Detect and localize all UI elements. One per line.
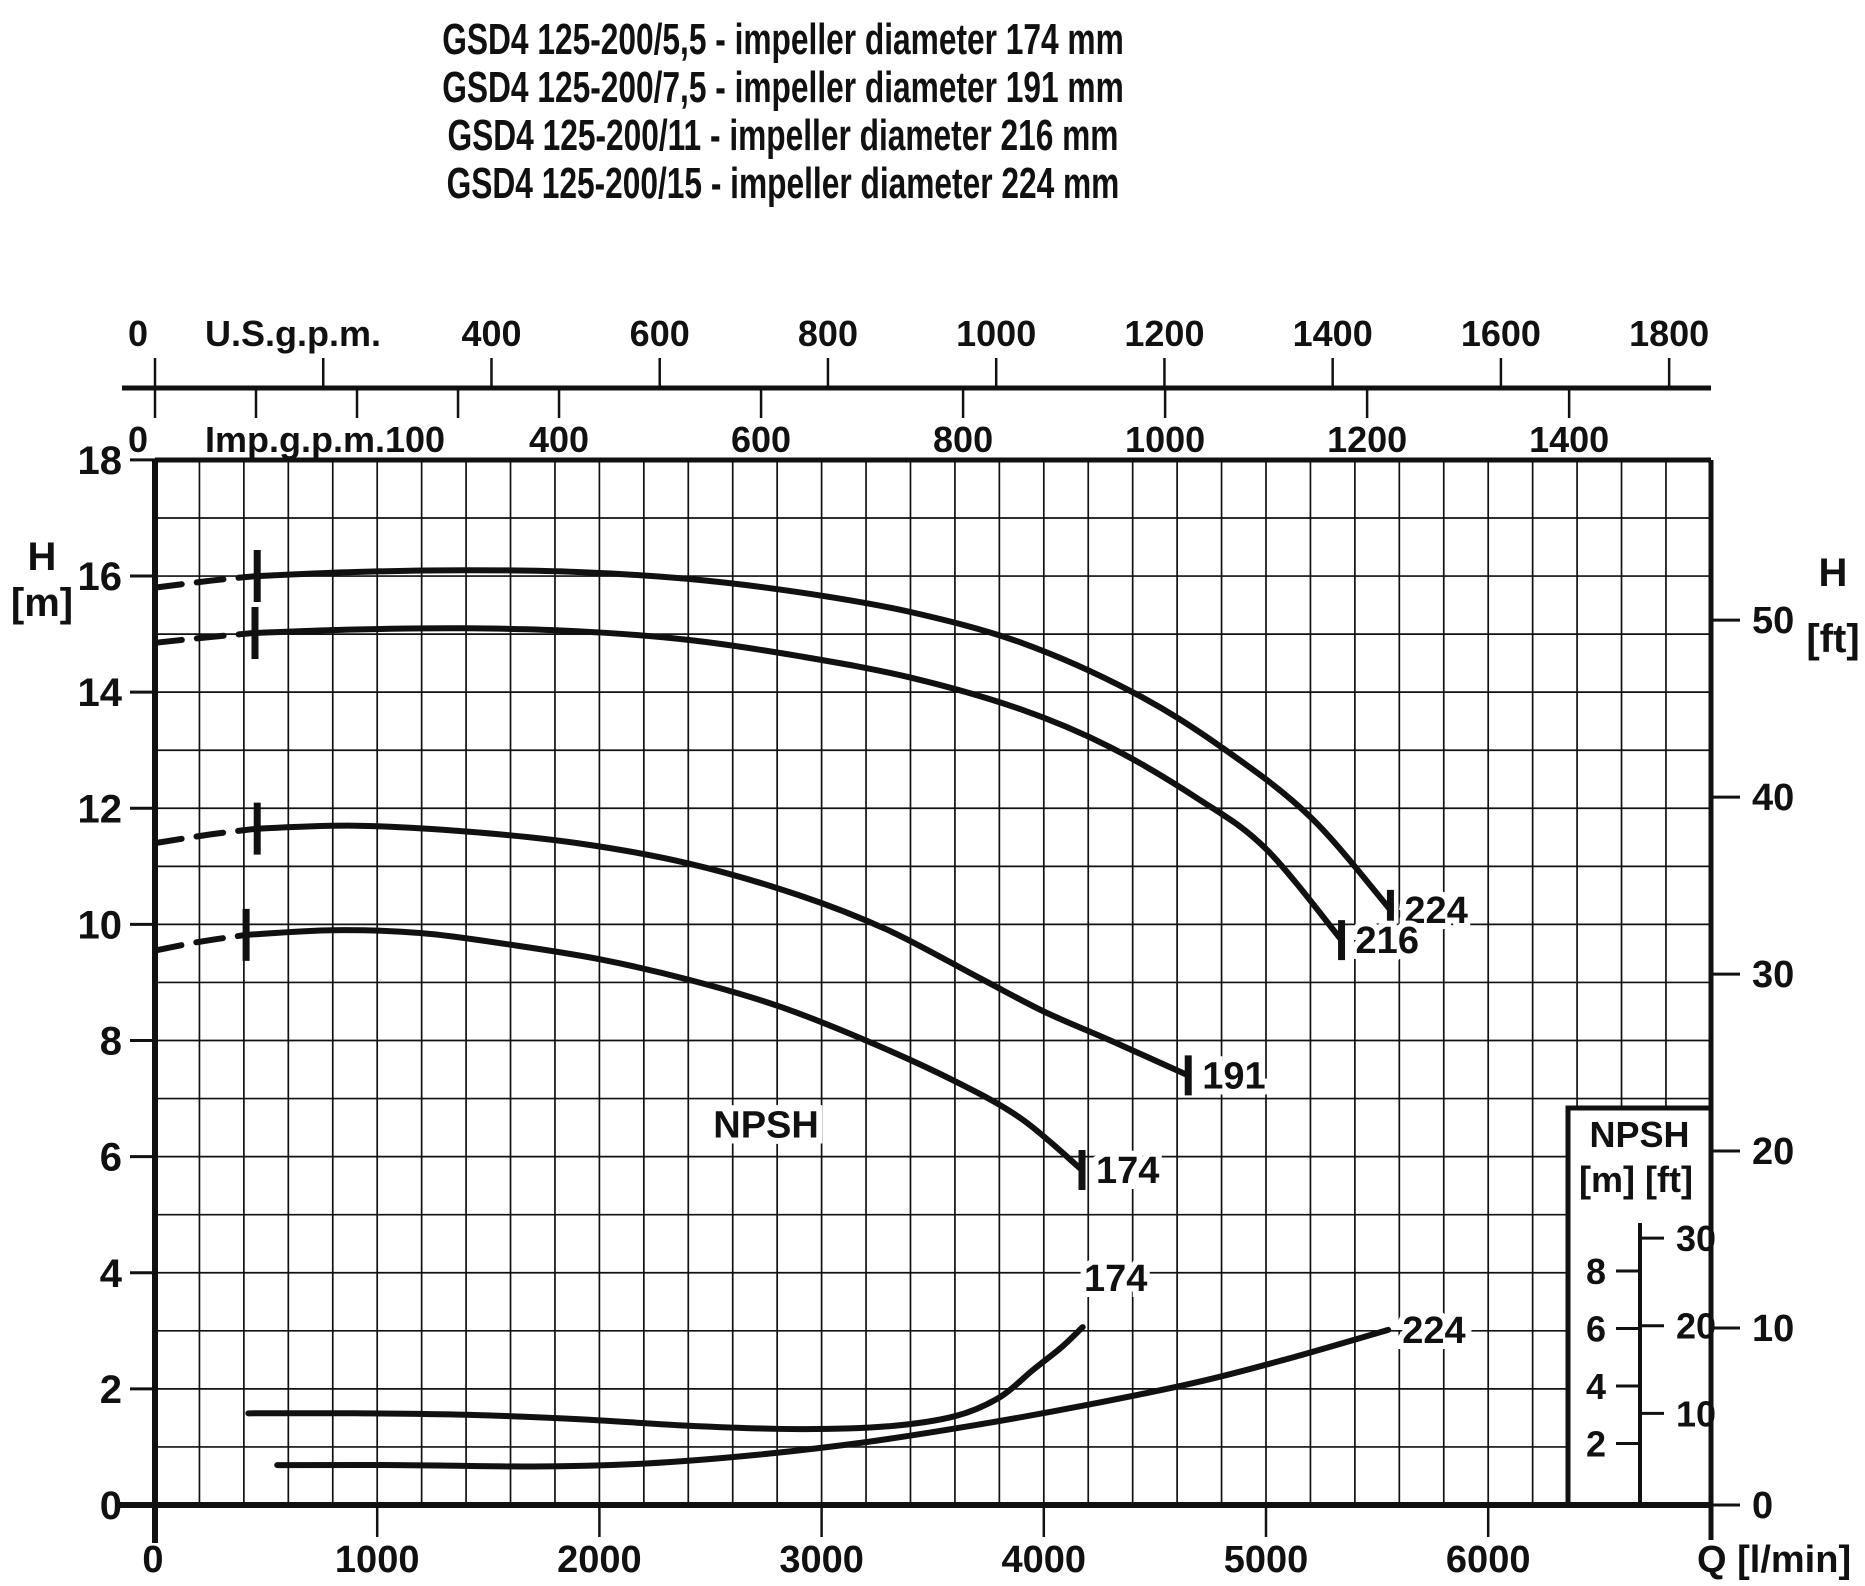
svg-text:800: 800 <box>798 313 858 354</box>
npsh-curve-224: 224 <box>274 1304 1472 1470</box>
npsh-curve-174: 174 <box>245 1252 1153 1433</box>
svg-text:20: 20 <box>1752 1131 1794 1173</box>
svg-text:10: 10 <box>78 903 123 947</box>
svg-text:1000: 1000 <box>1125 419 1205 460</box>
svg-text:0: 0 <box>1752 1485 1773 1527</box>
svg-text:2: 2 <box>1586 1424 1606 1465</box>
x-axis-bottom: 0 1000 2000 3000 4000 5000 6000 Q [l/min] <box>142 1505 1851 1581</box>
top-axis: 400 600 800 1000 1200 1400 1600 1800 0 U.S.g.p.m.… <box>122 313 1711 460</box>
svg-text:4000: 4000 <box>1002 1539 1087 1581</box>
svg-text:H: H <box>28 535 57 579</box>
svg-text:0: 0 <box>100 1484 122 1528</box>
svg-text:216: 216 <box>1356 920 1419 962</box>
head-curve-216: 216 <box>152 606 1425 968</box>
svg-text:400: 400 <box>529 419 589 460</box>
svg-text:50: 50 <box>1752 600 1794 642</box>
svg-text:Q [l/min]: Q [l/min] <box>1697 1539 1851 1581</box>
svg-text:14: 14 <box>78 671 123 715</box>
svg-text:2: 2 <box>100 1368 122 1412</box>
svg-text:NPSH: NPSH <box>1589 1114 1689 1155</box>
svg-text:8: 8 <box>1586 1251 1606 1292</box>
svg-text:U.S.g.p.m.: U.S.g.p.m. <box>205 313 381 354</box>
svg-text:NPSH: NPSH <box>713 1105 819 1147</box>
y-axis-right: 0 10 20 30 40 50 H [ft] <box>1711 551 1860 1527</box>
head-curve-224: 224 <box>152 550 1474 938</box>
svg-text:10: 10 <box>1752 1308 1794 1350</box>
svg-text:[ft]: [ft] <box>1645 1159 1693 1200</box>
svg-text:0: 0 <box>128 313 148 354</box>
svg-text:1000: 1000 <box>335 1539 420 1581</box>
svg-text:224: 224 <box>1404 890 1467 932</box>
title-line-2: GSD4 125-200/7,5 - impeller diameter 191… <box>442 63 1124 112</box>
head-curve-174: 174 <box>152 908 1165 1198</box>
svg-text:400: 400 <box>461 313 521 354</box>
svg-text:18: 18 <box>78 439 123 483</box>
svg-text:[m]: [m] <box>1579 1159 1635 1200</box>
plot-frame <box>118 457 1714 1543</box>
svg-text:174: 174 <box>1096 1150 1159 1192</box>
svg-text:[ft]: [ft] <box>1806 617 1859 661</box>
npsh-curve-text-label: NPSH <box>707 1099 825 1153</box>
svg-text:800: 800 <box>933 419 993 460</box>
svg-text:[m]: [m] <box>11 581 73 625</box>
svg-text:1400: 1400 <box>1293 313 1373 354</box>
svg-text:1200: 1200 <box>1327 419 1407 460</box>
svg-text:1400: 1400 <box>1529 419 1609 460</box>
svg-text:4: 4 <box>1586 1366 1606 1407</box>
title-line-4: GSD4 125-200/15 - impeller diameter 224 … <box>446 159 1120 208</box>
svg-text:Imp.g.p.m.100: Imp.g.p.m.100 <box>205 419 445 460</box>
svg-text:6000: 6000 <box>1446 1539 1531 1581</box>
svg-text:191: 191 <box>1202 1055 1265 1097</box>
svg-text:3000: 3000 <box>779 1539 864 1581</box>
svg-text:0: 0 <box>128 419 148 460</box>
svg-text:2000: 2000 <box>557 1539 642 1581</box>
svg-text:600: 600 <box>630 313 690 354</box>
head-curve-191: 191 <box>152 802 1272 1103</box>
y-axis-left: 0 2 4 6 8 10 12 14 16 18 H[m] <box>11 439 155 1528</box>
title-line-1: GSD4 125-200/5,5 - impeller diameter 174… <box>442 15 1124 64</box>
grid <box>155 460 1711 1505</box>
svg-text:174: 174 <box>1084 1258 1147 1300</box>
svg-text:4: 4 <box>100 1252 123 1296</box>
title-block: GSD4 125-200/5,5 - impeller diameter 174… <box>219 16 1347 208</box>
svg-text:0: 0 <box>142 1539 163 1581</box>
title-line-3: GSD4 125-200/11 - impeller diameter 216 … <box>447 111 1119 160</box>
svg-text:1000: 1000 <box>956 313 1036 354</box>
svg-text:6: 6 <box>1586 1309 1606 1350</box>
svg-text:224: 224 <box>1402 1310 1465 1352</box>
svg-text:16: 16 <box>78 555 123 599</box>
svg-text:8: 8 <box>100 1020 122 1064</box>
svg-text:5000: 5000 <box>1224 1539 1309 1581</box>
svg-text:30: 30 <box>1752 954 1794 996</box>
svg-text:12: 12 <box>78 787 123 831</box>
svg-text:1200: 1200 <box>1124 313 1204 354</box>
svg-text:600: 600 <box>731 419 791 460</box>
svg-text:6: 6 <box>100 1136 122 1180</box>
svg-text:1600: 1600 <box>1461 313 1541 354</box>
svg-text:40: 40 <box>1752 777 1794 819</box>
svg-text:H: H <box>1819 551 1848 595</box>
svg-text:1800: 1800 <box>1629 313 1709 354</box>
